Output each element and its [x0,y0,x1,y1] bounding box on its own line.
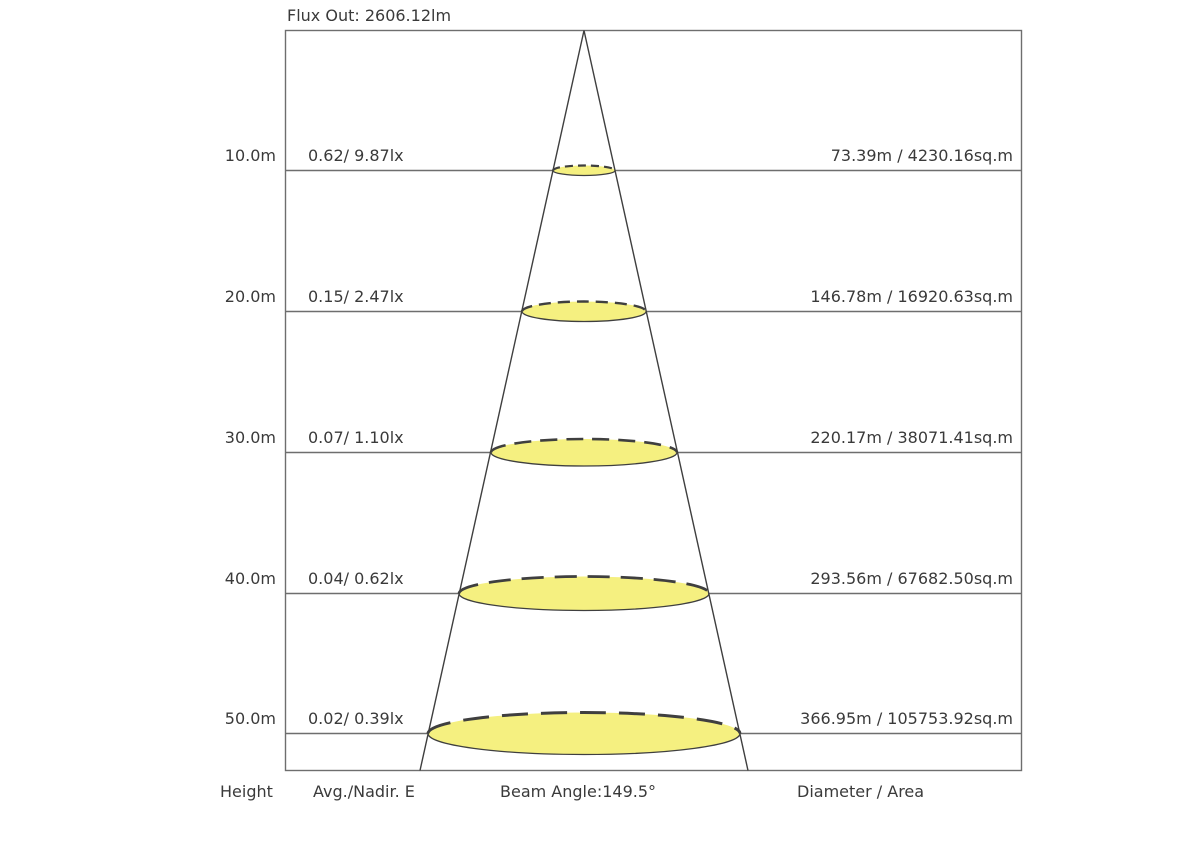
diameter-area-value-10m: 73.39m / 4230.16sq.m [830,146,1013,165]
height-label-50m: 50.0m [224,709,276,728]
height-label-10m: 10.0m [224,146,276,165]
footer-beam-angle-caption: Beam Angle:149.5° [500,782,657,801]
beam-spot-ellipses [426,164,742,756]
diameter-area-value-30m: 220.17m / 38071.41sq.m [810,428,1013,447]
diameter-area-value-50m: 366.95m / 105753.92sq.m [800,709,1013,728]
beam-spot-20m [520,300,648,323]
flux-out-title: Flux Out: 2606.12lm [287,6,452,25]
diameter-area-value-20m: 146.78m / 16920.63sq.m [810,287,1013,306]
avg-nadir-value-20m: 0.15/ 2.47lx [308,287,404,306]
footer-avg-nadir-caption: Avg./Nadir. E [313,782,415,801]
beam-spot-30m [489,437,679,467]
avg-nadir-value-50m: 0.02/ 0.39lx [308,709,404,728]
footer-diameter-area-caption: Diameter / Area [797,782,925,801]
avg-nadir-value-30m: 0.07/ 1.10lx [308,428,404,447]
diameter-area-value-40m: 293.56m / 67682.50sq.m [810,569,1013,588]
beam-spot-10m [551,164,617,177]
avg-nadir-value-40m: 0.04/ 0.62lx [308,569,404,588]
avg-nadir-value-10m: 0.62/ 9.87lx [308,146,404,165]
height-label-30m: 30.0m [224,428,276,447]
height-label-40m: 40.0m [224,569,276,588]
footer-height-caption: Height [220,782,273,801]
diagram-frame [284,29,1023,772]
light-cone-edges [419,30,749,771]
height-label-20m: 20.0m [224,287,276,306]
cone-edge-left [419,30,585,771]
cone-edge-right [583,30,749,771]
beam-spot-40m [457,575,711,612]
beam-spot-50m [426,711,742,756]
